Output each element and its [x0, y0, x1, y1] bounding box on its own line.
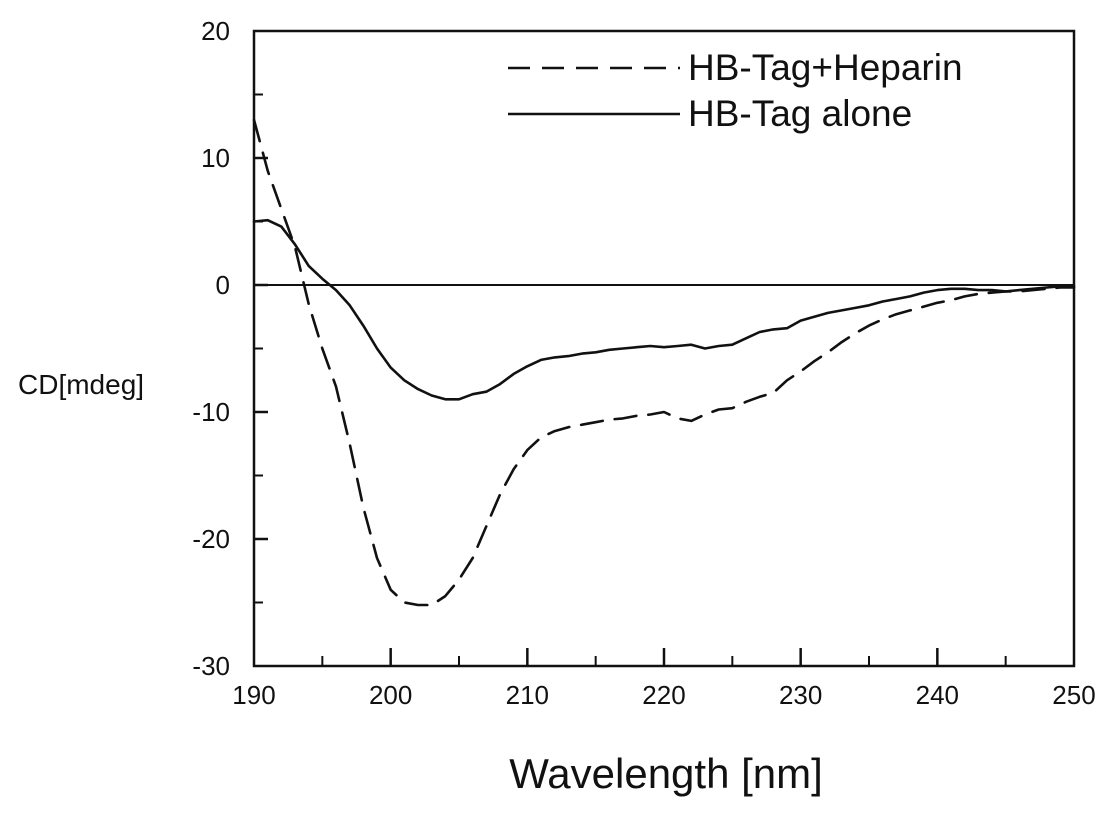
x-tick-label: 230: [779, 680, 822, 710]
series-group: [252, 118, 1076, 607]
y-tick-label: 20: [201, 16, 230, 46]
y-axis-label: CD[mdeg]: [18, 369, 144, 400]
y-tick-label: 0: [216, 270, 230, 300]
legend-entry-1: HB-Tag+Heparin: [688, 47, 963, 88]
x-tick-label: 200: [369, 680, 412, 710]
x-tick-label: 220: [642, 680, 685, 710]
x-tick-label: 190: [232, 680, 275, 710]
series-line-2: [252, 218, 1076, 401]
y-axis-ticks: -30 -20 -10 0 10 20: [192, 16, 268, 681]
x-tick-label: 240: [916, 680, 959, 710]
y-tick-label: -10: [192, 397, 230, 427]
x-tick-label: 210: [506, 680, 549, 710]
y-tick-label: 10: [201, 143, 230, 173]
x-axis-label: Wavelength [nm]: [509, 750, 823, 797]
legend-entry-2: HB-Tag alone: [688, 93, 912, 134]
y-tick-label: -20: [192, 524, 230, 554]
y-tick-label: -30: [192, 651, 230, 681]
legend: HB-Tag+Heparin HB-Tag alone: [508, 47, 963, 134]
x-axis-ticks: 190 200 210 220 230 240 250: [232, 648, 1096, 710]
x-tick-label: 250: [1052, 680, 1095, 710]
series-line-1: [252, 118, 1076, 607]
